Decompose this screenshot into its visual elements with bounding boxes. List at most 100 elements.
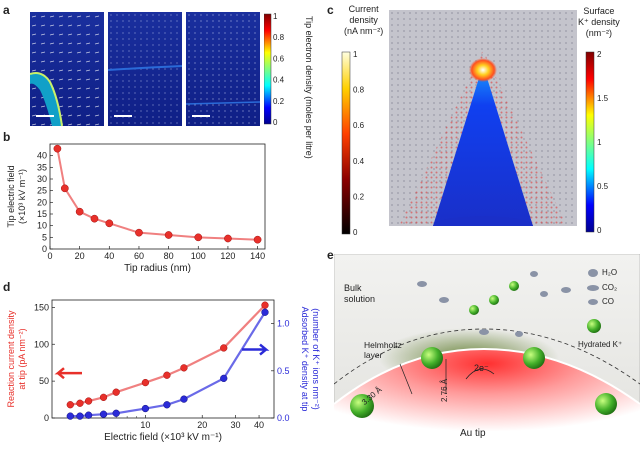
tick-label: 50 xyxy=(39,376,49,386)
tick-label: 1 xyxy=(273,12,278,21)
tick-label: 0.4 xyxy=(353,157,365,166)
panel-c-left-colorbar: 1 0.8 0.6 0.4 0.2 0 xyxy=(341,50,365,237)
tick-label: 0 xyxy=(273,118,278,127)
y-axis-label: Tip electric field xyxy=(6,165,16,227)
label-line: Bulk xyxy=(344,283,362,293)
tick-label: 1 xyxy=(353,50,358,59)
tick-label: 1.0 xyxy=(277,319,290,329)
tick-label: 0.6 xyxy=(353,121,365,130)
data-point-k-density xyxy=(84,411,93,419)
tick-label: 140 xyxy=(250,251,265,261)
left-axis-arrow xyxy=(54,367,82,380)
tick-label: 40 xyxy=(254,420,264,430)
x-axis-label: Electric field (×10³ kV m⁻¹) xyxy=(104,432,222,443)
tick-label: 0.8 xyxy=(273,33,285,42)
label-line: layer xyxy=(364,350,383,360)
tick-label: 60 xyxy=(134,251,144,261)
panel-a-image-2 xyxy=(107,12,183,126)
panel-c-simulation-image xyxy=(389,10,577,226)
tick-label: 100 xyxy=(191,251,206,261)
data-point xyxy=(224,234,232,243)
data-point-k-density xyxy=(163,401,171,409)
panel-a-colorbar: 1 0.8 0.6 0.4 0.2 0 xyxy=(264,12,285,127)
data-point-current xyxy=(76,399,84,407)
plot-frame xyxy=(51,299,275,419)
tick-label: 0 xyxy=(597,226,602,235)
tick-label: 0.5 xyxy=(597,182,609,191)
panel-e-illustration xyxy=(334,254,640,446)
tick-label: 0.0 xyxy=(277,413,290,423)
data-point-k-density xyxy=(76,412,84,420)
data-point-k-density xyxy=(112,409,120,417)
legend-h2o: H₂O xyxy=(602,268,618,277)
molecule-icons xyxy=(417,271,571,337)
tick-label: 5 xyxy=(42,232,47,242)
data-point xyxy=(135,228,143,237)
tick-label: 25 xyxy=(37,186,47,196)
tick-label: 0 xyxy=(353,228,358,237)
title-line: Surface xyxy=(583,6,615,16)
data-point-current xyxy=(112,388,120,396)
data-point xyxy=(60,184,69,193)
legend-co2: CO₂ xyxy=(602,283,618,292)
tick-label: 0.8 xyxy=(353,86,365,95)
y-right-axis-label: (number of K⁺ ions nm⁻²) xyxy=(311,308,321,410)
panel-d-chart: 10 20 30 40 0 50 100 150 0.0 0.5 1.0 Electric field… xyxy=(6,299,321,443)
tick-label: 20 xyxy=(75,251,85,261)
tick-label: 0 xyxy=(42,244,47,254)
legend-icons xyxy=(587,269,601,333)
title-line: K⁺ density xyxy=(578,17,620,27)
fit-curve-red xyxy=(70,304,266,406)
data-point-current xyxy=(66,401,74,409)
tick-label: 150 xyxy=(34,302,49,312)
tick-label: 40 xyxy=(37,151,47,161)
x-axis-label: Tip radius (nm) xyxy=(124,263,191,274)
legend-co: CO xyxy=(602,297,614,306)
tick-label: 15 xyxy=(37,209,47,219)
data-point xyxy=(194,233,203,242)
data-point-current xyxy=(261,301,269,309)
data-point-current xyxy=(180,364,188,372)
data-point-k-density xyxy=(261,308,269,316)
tick-label: 100 xyxy=(34,339,49,349)
panel-a-simulation-images xyxy=(30,12,261,127)
legend-hydrated-k: Hydrated K⁺ xyxy=(578,340,623,349)
tick-label: 20 xyxy=(37,197,47,207)
tick-label: 0 xyxy=(44,413,49,423)
panel-c-right-bar-title: Surface K⁺ density (nm⁻²) xyxy=(578,6,620,39)
tick-label: 40 xyxy=(104,251,114,261)
label-line: Helmholtz xyxy=(364,340,402,350)
tick-label: 10 xyxy=(37,221,47,231)
panel-c-left-bar-title: Current density (nA nm⁻²) xyxy=(344,4,383,37)
tick-label: 0.4 xyxy=(273,76,285,85)
title-line: (nm⁻²) xyxy=(585,28,613,38)
hydrated-k-icon xyxy=(350,281,617,418)
tick-label: 0 xyxy=(47,251,52,261)
fit-curve-blue xyxy=(70,311,266,418)
data-point xyxy=(53,144,62,153)
data-point xyxy=(253,235,262,244)
panel-label-b: b xyxy=(3,130,11,144)
tick-label: 80 xyxy=(164,251,174,261)
panel-a-image-1 xyxy=(30,12,104,127)
panel-label-d: d xyxy=(3,280,11,294)
title-line: density xyxy=(349,15,378,25)
tick-label: 0.2 xyxy=(273,97,285,106)
data-point-k-density xyxy=(180,395,188,403)
y-axis-label: (×10³ kV m⁻¹) xyxy=(17,169,27,224)
panel-label-e: e xyxy=(327,248,334,262)
au-tip-label: Au tip xyxy=(460,428,486,439)
data-point-current xyxy=(163,371,171,379)
fit-curve xyxy=(56,148,258,241)
tick-label: 20 xyxy=(197,420,207,430)
panel-c-right-colorbar: 2 1.5 1 0.5 0 xyxy=(585,50,609,235)
title-line: Current xyxy=(348,4,379,14)
panel-label-a: a xyxy=(3,3,10,17)
y-left-axis-label: Reaction current density xyxy=(6,310,16,408)
data-point xyxy=(75,207,84,216)
bulk-solution-label: Bulk solution xyxy=(344,283,375,305)
panel-a-image-3 xyxy=(185,12,261,126)
tick-label: 0.5 xyxy=(277,366,290,376)
tick-label: 2 xyxy=(597,50,602,59)
